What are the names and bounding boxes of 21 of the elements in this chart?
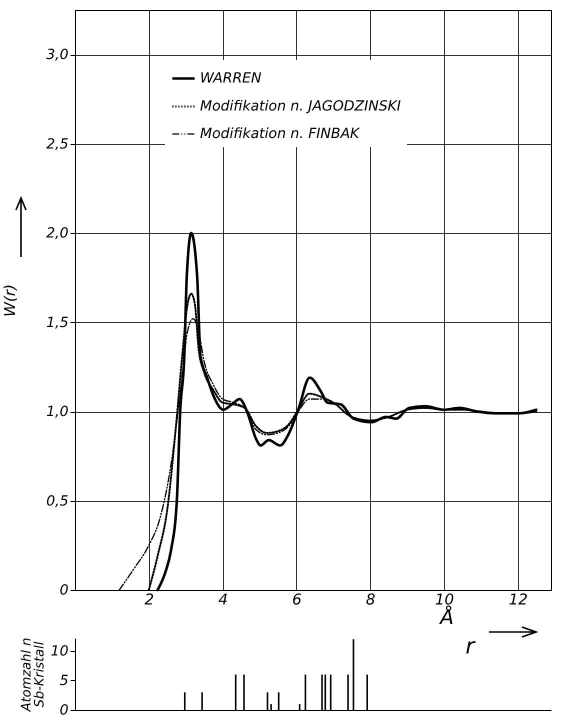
x-tick-label: 12 [508,590,528,608]
x-tick-label: 4 [218,590,228,608]
x-tick-label: 8 [366,590,376,608]
x-axis-title: r [466,634,476,660]
y-tick-label: 5 [60,672,69,689]
y-tick-label: 0 [60,702,69,718]
y-tick-label: 1,0 [46,404,69,420]
x-tick-label: 2 [144,590,154,608]
legend-label: WARREN [200,70,262,86]
y-tick-label: 2,5 [46,136,69,152]
y-tick-label: 10 [50,643,69,660]
y-axis-title: Atomzahl n Sb-Kristall [20,638,48,712]
y-tick-label: 0 [60,582,69,598]
y-tick-label: 0,5 [46,493,69,510]
y-tick-label: 3,0 [46,47,69,64]
legend-label: Modifikation n. FINBAK [200,126,362,142]
x-tick-label: 6 [292,590,302,608]
legend-label: Modifikation n. JAGODZINSKI [200,98,401,114]
y-axis-title: W(r) [1,284,20,317]
y-tick-label: 1,5 [46,314,69,331]
y-tick-label: 2,0 [46,226,69,242]
